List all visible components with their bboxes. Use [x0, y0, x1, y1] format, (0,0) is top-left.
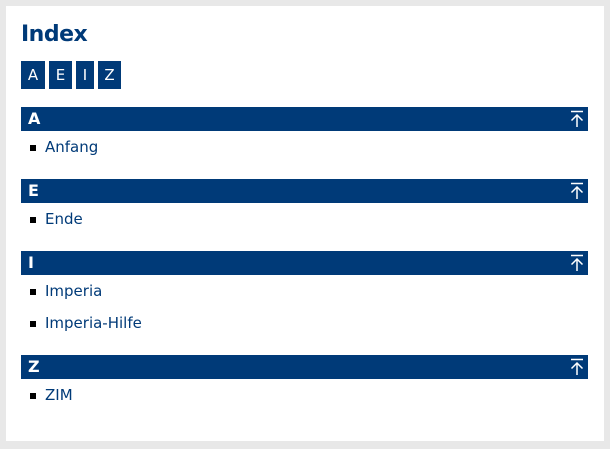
section-header: A — [21, 107, 588, 131]
back-to-top-icon[interactable] — [570, 110, 584, 128]
page-title: Index — [21, 22, 88, 47]
list-item: Anfang — [21, 131, 588, 163]
letter-link-e[interactable]: E — [49, 61, 72, 89]
list-item: ZIM — [21, 379, 588, 411]
section-letter: E — [28, 181, 39, 200]
section-i: I Imperia Imperia-Hilfe — [21, 251, 588, 339]
letter-nav: A E I Z — [21, 61, 125, 89]
section-e: E Ende — [21, 179, 588, 235]
index-link[interactable]: Anfang — [45, 138, 99, 156]
section-letter: A — [28, 109, 41, 128]
index-link[interactable]: ZIM — [45, 386, 73, 404]
index-link[interactable]: Ende — [45, 210, 83, 228]
letter-link-i[interactable]: I — [76, 61, 94, 89]
back-to-top-icon[interactable] — [570, 254, 584, 272]
list-item: Imperia-Hilfe — [21, 307, 588, 339]
letter-link-a[interactable]: A — [21, 61, 45, 89]
index-card: Index A E I Z A Anfang E Ende I Imperia … — [6, 6, 604, 441]
section-header: E — [21, 179, 588, 203]
back-to-top-icon[interactable] — [570, 358, 584, 376]
letter-link-z[interactable]: Z — [98, 61, 121, 89]
section-letter: Z — [28, 357, 40, 376]
index-link[interactable]: Imperia — [45, 282, 103, 300]
back-to-top-icon[interactable] — [570, 182, 584, 200]
section-header: Z — [21, 355, 588, 379]
list-item: Imperia — [21, 275, 588, 307]
section-z: Z ZIM — [21, 355, 588, 411]
section-letter: I — [28, 253, 34, 272]
section-header: I — [21, 251, 588, 275]
section-a: A Anfang — [21, 107, 588, 163]
list-item: Ende — [21, 203, 588, 235]
index-link[interactable]: Imperia-Hilfe — [45, 314, 142, 332]
